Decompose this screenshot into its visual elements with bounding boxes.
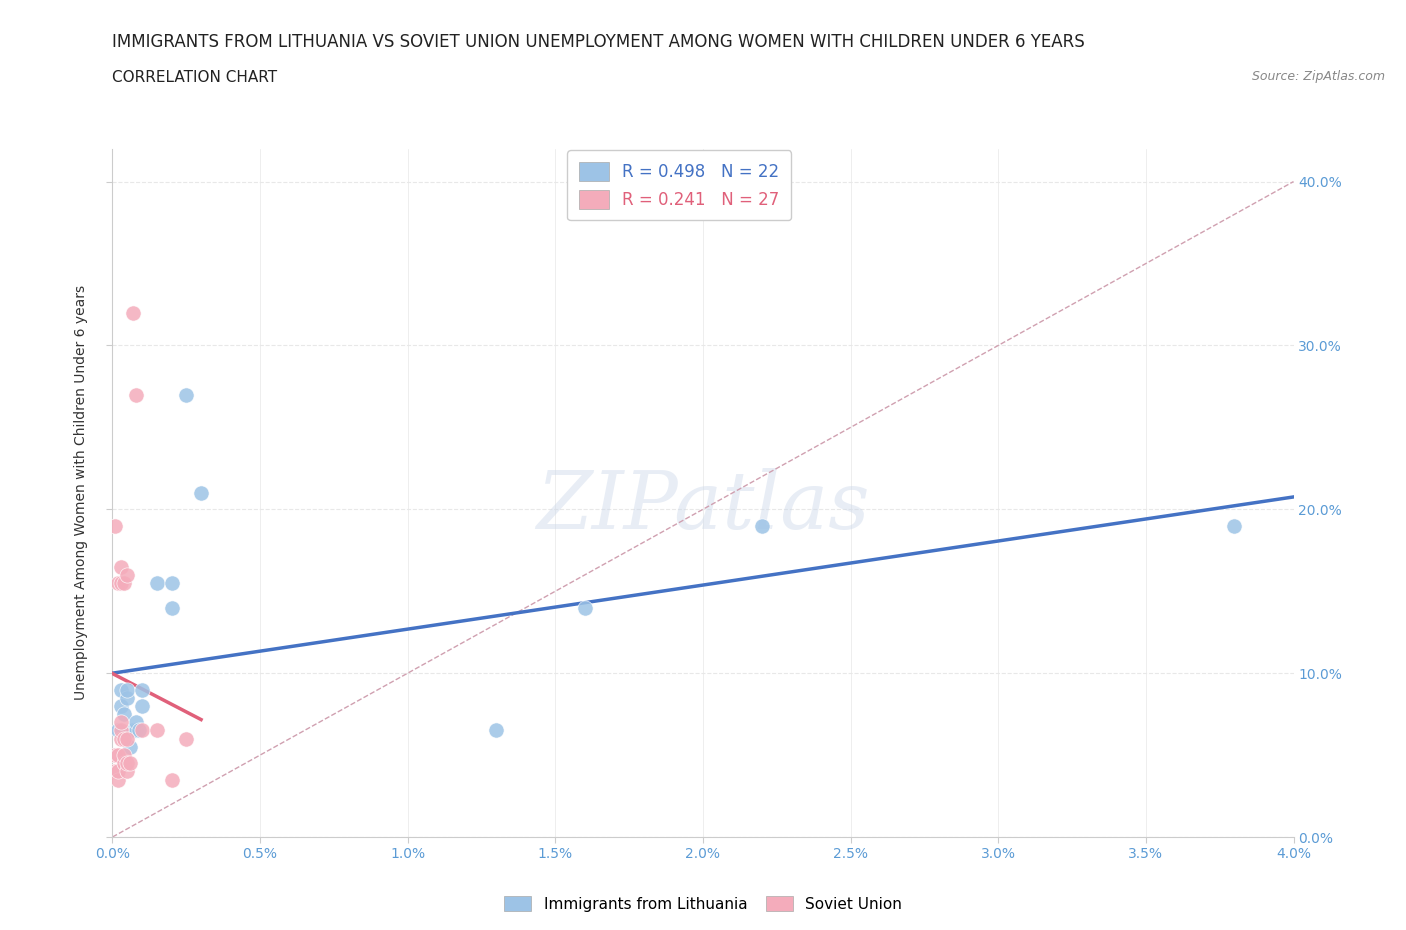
- Point: [146, 723, 169, 737]
- Point: [751, 518, 773, 533]
- Point: [107, 764, 129, 779]
- Point: [107, 772, 129, 787]
- Point: [1223, 518, 1246, 533]
- Point: [146, 576, 169, 591]
- Point: [117, 567, 138, 582]
- Point: [160, 576, 183, 591]
- Point: [160, 600, 183, 615]
- Point: [110, 715, 132, 730]
- Point: [117, 756, 138, 771]
- Point: [112, 731, 135, 746]
- Point: [110, 698, 132, 713]
- Point: [112, 748, 135, 763]
- Point: [125, 723, 148, 737]
- Point: [107, 723, 129, 737]
- Point: [120, 739, 142, 754]
- Point: [131, 682, 153, 697]
- Text: Source: ZipAtlas.com: Source: ZipAtlas.com: [1251, 70, 1385, 83]
- Point: [104, 518, 127, 533]
- Point: [112, 576, 135, 591]
- Point: [174, 731, 197, 746]
- Point: [128, 723, 150, 737]
- Legend: Immigrants from Lithuania, Soviet Union: Immigrants from Lithuania, Soviet Union: [498, 889, 908, 918]
- Point: [110, 731, 132, 746]
- Point: [174, 387, 197, 402]
- Point: [104, 764, 127, 779]
- Point: [125, 715, 148, 730]
- Point: [160, 772, 183, 787]
- Point: [131, 723, 153, 737]
- Point: [112, 707, 135, 722]
- Text: IMMIGRANTS FROM LITHUANIA VS SOVIET UNION UNEMPLOYMENT AMONG WOMEN WITH CHILDREN: IMMIGRANTS FROM LITHUANIA VS SOVIET UNIO…: [112, 33, 1085, 50]
- Point: [485, 723, 508, 737]
- Point: [107, 576, 129, 591]
- Point: [120, 756, 142, 771]
- Point: [112, 756, 135, 771]
- Point: [117, 764, 138, 779]
- Text: ZIPatlas: ZIPatlas: [536, 468, 870, 545]
- Y-axis label: Unemployment Among Women with Children Under 6 years: Unemployment Among Women with Children U…: [75, 286, 89, 700]
- Point: [122, 723, 145, 737]
- Point: [110, 682, 132, 697]
- Point: [104, 748, 127, 763]
- Point: [122, 305, 145, 320]
- Point: [131, 698, 153, 713]
- Point: [117, 690, 138, 705]
- Point: [110, 576, 132, 591]
- Point: [110, 559, 132, 574]
- Point: [110, 723, 132, 737]
- Legend: R = 0.498   N = 22, R = 0.241   N = 27: R = 0.498 N = 22, R = 0.241 N = 27: [568, 151, 792, 220]
- Point: [574, 600, 596, 615]
- Point: [117, 682, 138, 697]
- Point: [125, 387, 148, 402]
- Text: CORRELATION CHART: CORRELATION CHART: [112, 70, 277, 85]
- Point: [117, 731, 138, 746]
- Point: [107, 748, 129, 763]
- Point: [190, 485, 212, 500]
